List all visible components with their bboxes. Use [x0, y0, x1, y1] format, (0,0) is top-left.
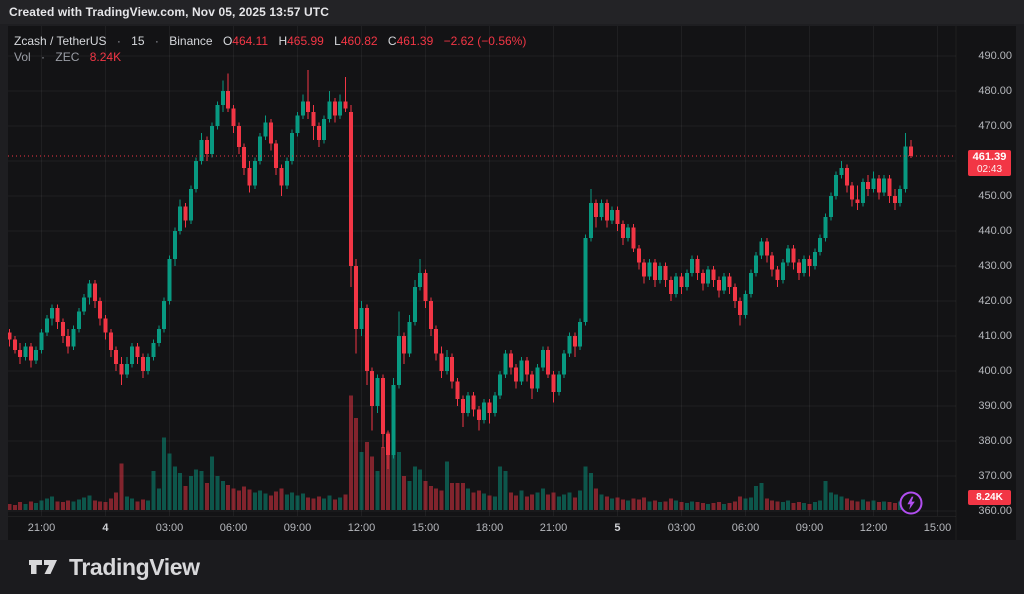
close-value: 461.39 [396, 34, 434, 48]
legend-separator: · [154, 34, 159, 48]
candlestick-plot[interactable] [8, 26, 1016, 540]
high-value: 465.99 [287, 34, 324, 48]
price-axis-label: 410.00 [978, 329, 1012, 342]
time-axis-label: 03:00 [667, 522, 696, 534]
chart-panel[interactable]: Zcash / TetherUS · 15 · Binance O464.11 … [8, 26, 1016, 540]
tradingview-logo-text[interactable]: TradingView [69, 553, 200, 580]
price-axis-label: 380.00 [978, 434, 1012, 447]
volume-symbol: ZEC [55, 50, 80, 64]
attribution-text: Created with TradingView.com, Nov 05, 20… [9, 5, 329, 19]
time-axis-label: 21:00 [539, 522, 568, 534]
last-price-badge: 461.39 02:43 [968, 150, 1011, 176]
change-value: −2.62 (−0.56%) [443, 34, 527, 48]
time-axis-label: 09:00 [283, 522, 312, 534]
footer-bar: TradingView [0, 540, 1024, 594]
flash-boost-button[interactable] [898, 490, 924, 516]
time-axis-label: 15:00 [923, 522, 952, 534]
time-axis-label: 21:00 [27, 522, 56, 534]
bar-countdown: 02:43 [976, 164, 1003, 175]
time-axis-label: 09:00 [795, 522, 824, 534]
legend-separator: · [116, 34, 121, 48]
low-label: L [334, 34, 341, 48]
time-axis[interactable]: 21:00 4 03:00 06:00 09:00 12:00 15:00 18:00 21:0… [8, 516, 956, 540]
price-axis-label: 450.00 [978, 189, 1012, 202]
last-price-value: 461.39 [972, 151, 1007, 163]
legend-volume-row: Vol · ZEC 8.24K [14, 49, 526, 65]
time-axis-label: 12:00 [347, 522, 376, 534]
price-axis-label: 370.00 [978, 469, 1012, 482]
lightning-icon [899, 491, 923, 515]
price-axis-label: 440.00 [978, 224, 1012, 237]
volume-label: Vol [14, 50, 31, 64]
time-axis-label: 06:00 [731, 522, 760, 534]
symbol-legend: Zcash / TetherUS · 15 · Binance O464.11 … [14, 33, 526, 65]
volume-value: 8.24K [89, 50, 122, 64]
price-axis-label: 420.00 [978, 294, 1012, 307]
time-axis-label: 06:00 [219, 522, 248, 534]
interval-value[interactable]: 15 [131, 34, 145, 48]
time-axis-label: 15:00 [411, 522, 440, 534]
price-axis-label: 400.00 [978, 364, 1012, 377]
price-axis-label: 470.00 [978, 119, 1012, 132]
legend-ohlc-row: Zcash / TetherUS · 15 · Binance O464.11 … [14, 33, 526, 49]
volume-axis-badge: 8.24K [968, 490, 1011, 505]
attribution-bar: Created with TradingView.com, Nov 05, 20… [0, 0, 1024, 24]
close-label: C [387, 34, 397, 48]
time-axis-label: 18:00 [475, 522, 504, 534]
time-axis-label: 4 [102, 522, 109, 534]
open-value: 464.11 [232, 34, 269, 48]
low-value: 460.82 [340, 34, 378, 48]
price-axis-label: 430.00 [978, 259, 1012, 272]
tradingview-logo-icon[interactable] [28, 555, 58, 579]
legend-separator: · [41, 50, 46, 64]
price-axis-label: 490.00 [978, 49, 1012, 62]
symbol-name[interactable]: Zcash / TetherUS [14, 34, 107, 48]
chart-frame: Zcash / TetherUS · 15 · Binance O464.11 … [0, 24, 1024, 540]
exchange-name: Binance [169, 34, 213, 48]
time-axis-label: 5 [614, 522, 621, 534]
open-label: O [222, 34, 233, 48]
high-label: H [278, 34, 288, 48]
time-axis-label: 03:00 [155, 522, 184, 534]
price-axis-label: 360.00 [978, 504, 1012, 517]
price-axis[interactable]: 461.39 02:43 8.24K 490.00 480.00 470.00 450… [956, 26, 1016, 517]
time-axis-label: 12:00 [859, 522, 888, 534]
price-axis-label: 480.00 [978, 84, 1012, 97]
price-axis-label: 390.00 [978, 399, 1012, 412]
